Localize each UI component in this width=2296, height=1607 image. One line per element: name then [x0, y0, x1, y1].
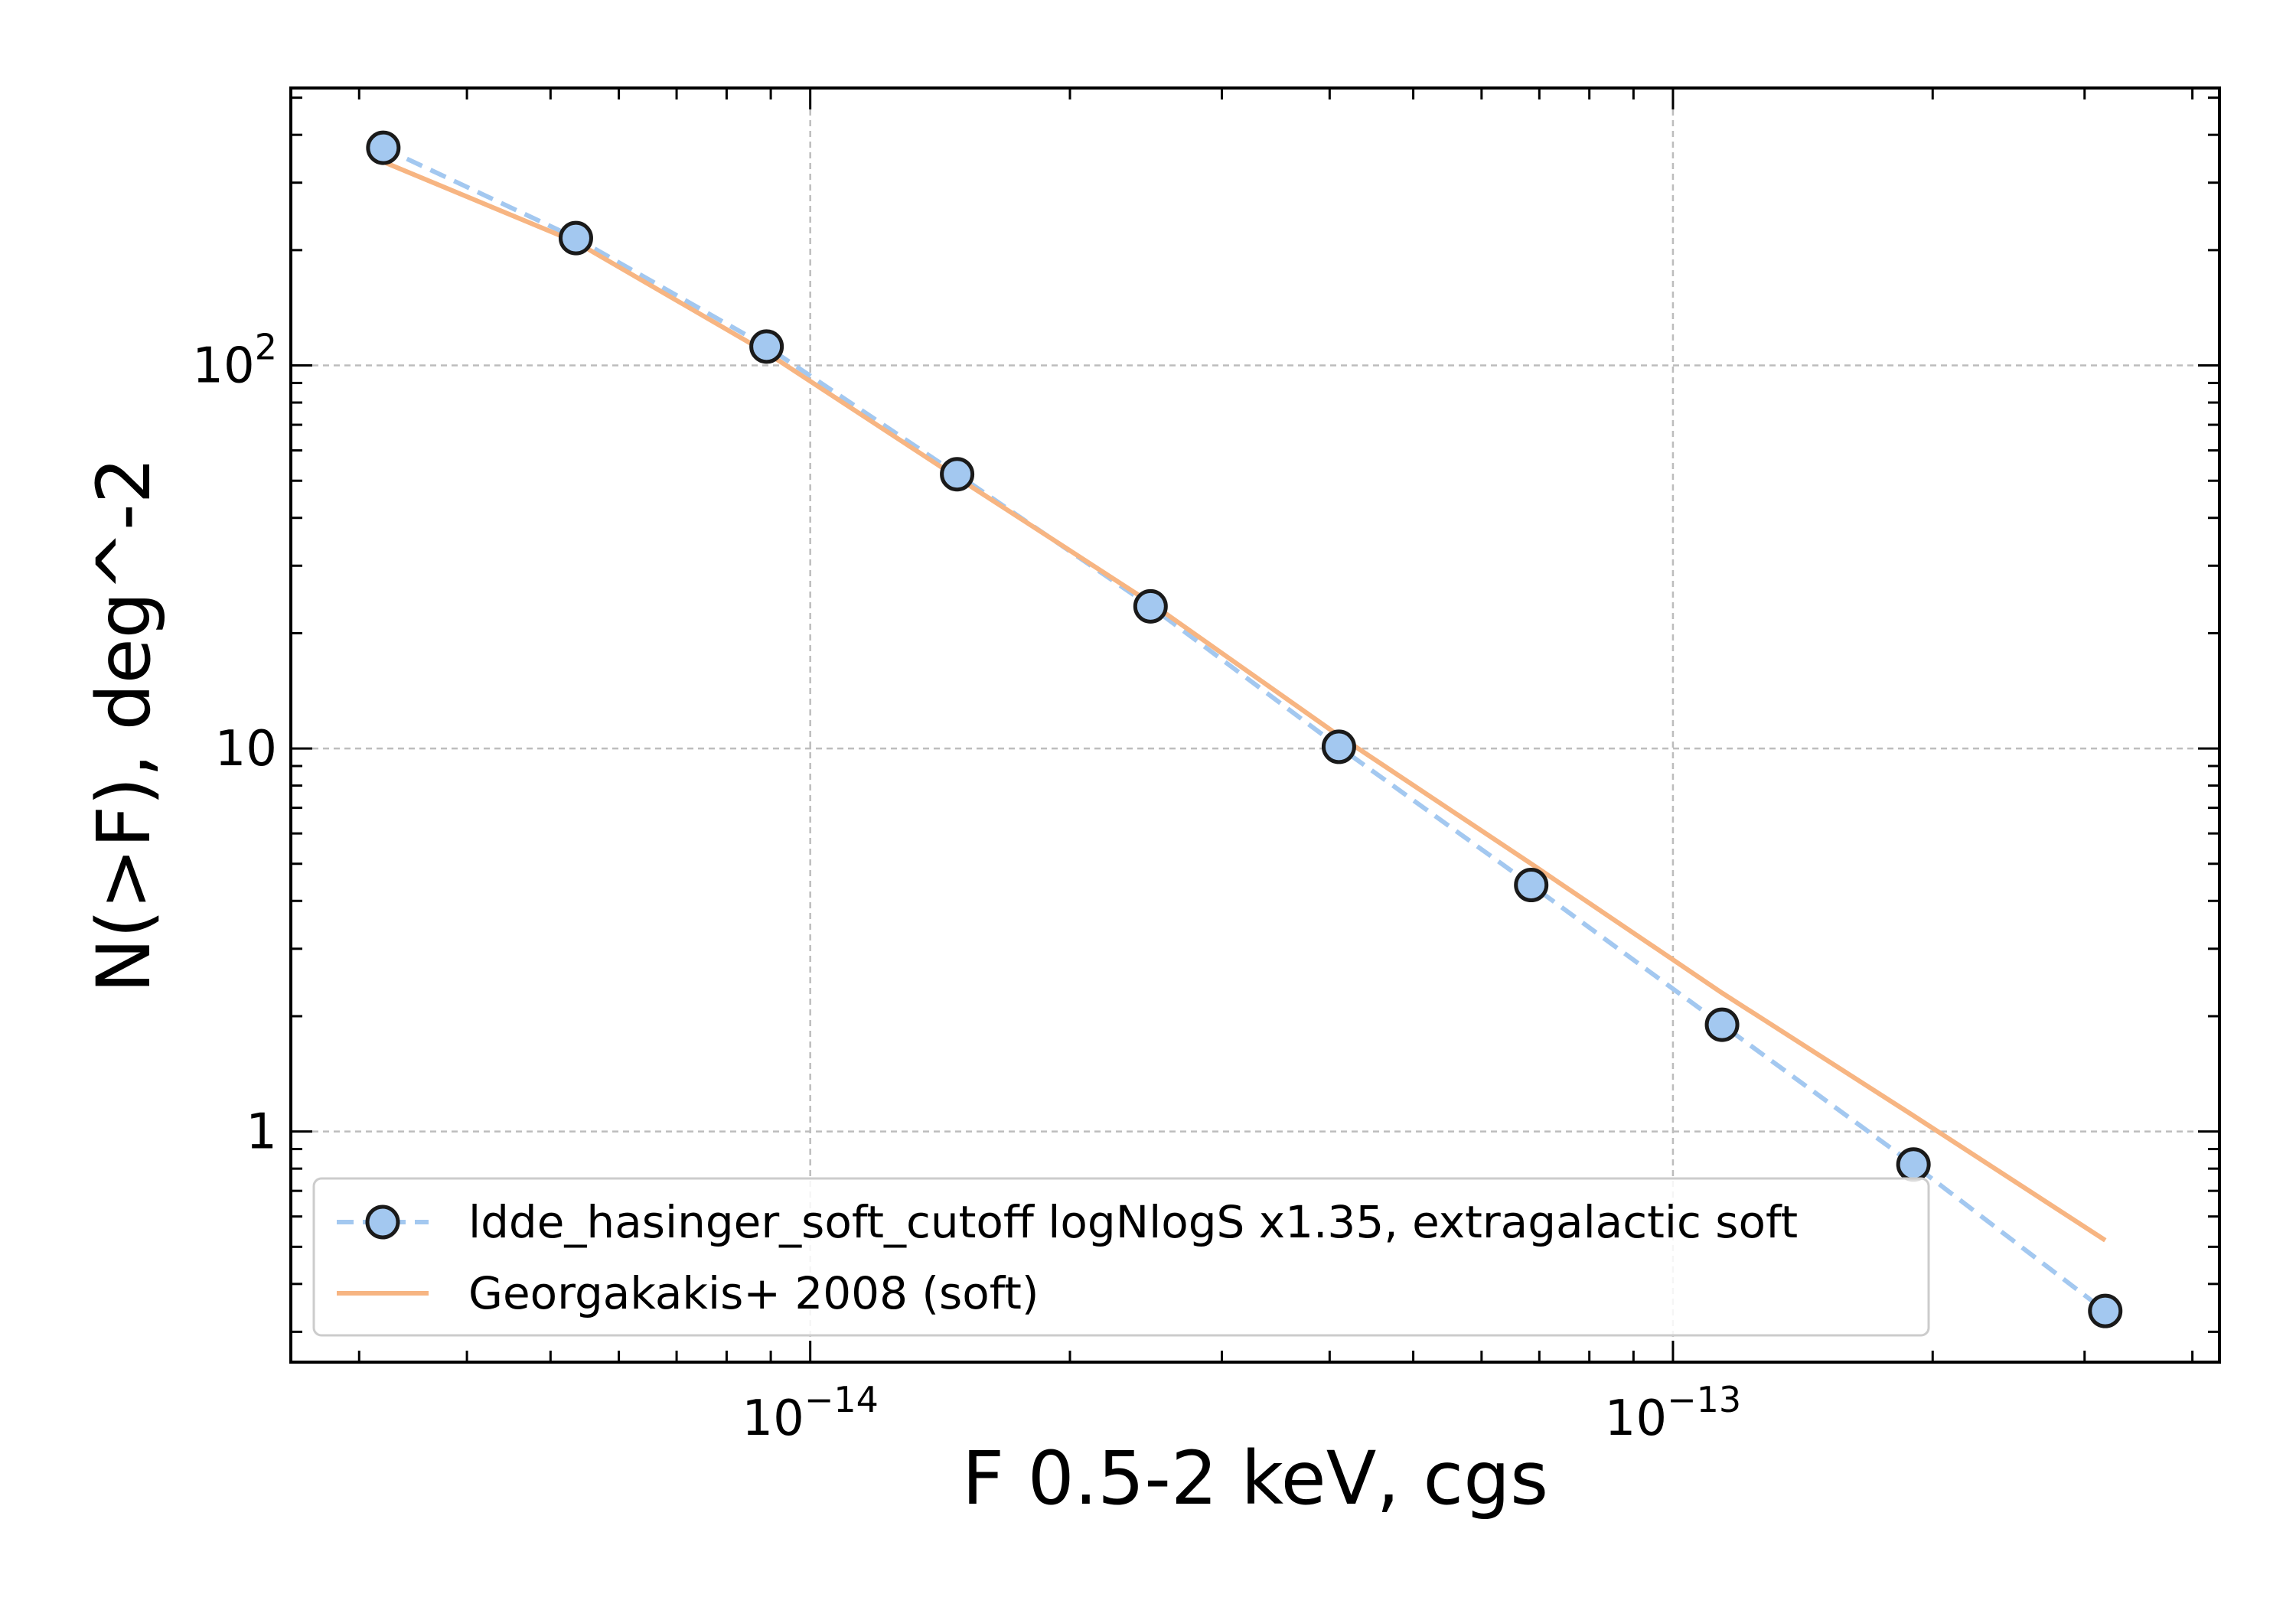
- legend-swatch-ldde-marker: [365, 1204, 400, 1240]
- series-layer: [366, 130, 2123, 1328]
- legend: ldde_hasinger_soft_cutoff logNlogS x1.35…: [312, 1177, 1930, 1337]
- data-point: [2088, 1293, 2123, 1328]
- tick-labels: 10−14 10−13 1 10 102: [192, 327, 1741, 1447]
- x-tick-label: 10−14: [742, 1379, 879, 1447]
- data-point: [940, 457, 975, 492]
- y-tick-label: 102: [192, 327, 277, 395]
- grid: [291, 88, 2219, 1362]
- x-tick-label: 10−13: [1605, 1379, 1742, 1447]
- legend-label-georgakakis: Georgakakis+ 2008 (soft): [468, 1267, 1039, 1319]
- x-axis-title: F 0.5-2 keV, cgs: [962, 1436, 1548, 1521]
- legend-box: [312, 1177, 1930, 1337]
- data-point: [749, 329, 784, 364]
- y-tick-label: 10: [215, 721, 277, 777]
- y-tick-label: 1: [246, 1104, 277, 1161]
- data-point: [1896, 1147, 1931, 1182]
- y-axis-title: N(>F), deg^-2: [81, 457, 167, 993]
- data-point: [1514, 868, 1549, 903]
- series-line-ldde: [382, 145, 2107, 1313]
- data-point: [1704, 1007, 1740, 1042]
- data-point: [1321, 729, 1356, 764]
- ticks: [291, 88, 2219, 1362]
- legend-label-ldde: ldde_hasinger_soft_cutoff logNlogS x1.35…: [468, 1196, 1798, 1248]
- plot-frame: [289, 86, 2221, 1364]
- data-point: [558, 220, 593, 256]
- data-point: [1133, 588, 1168, 624]
- series-line-georgakakis-overlay: [382, 159, 2107, 1243]
- data-point: [366, 130, 401, 165]
